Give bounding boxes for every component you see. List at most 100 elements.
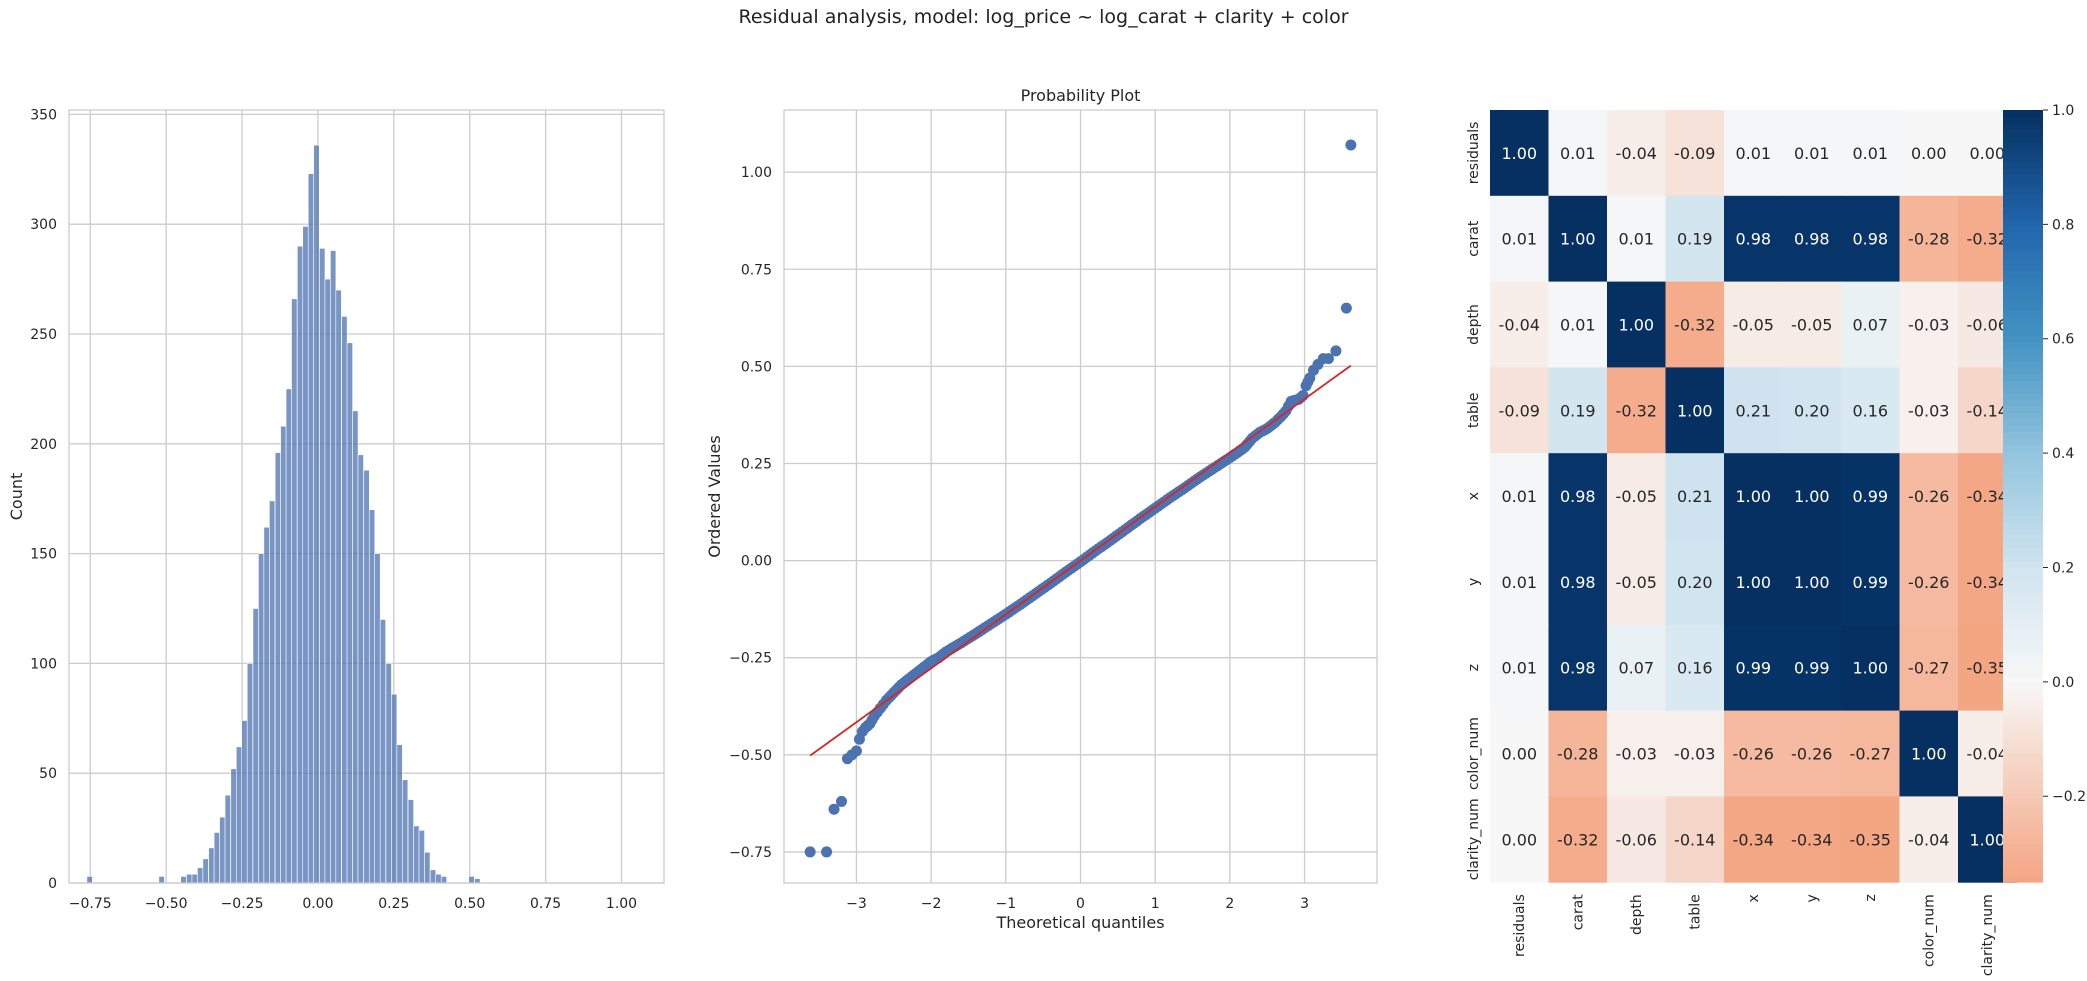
colorbar-segment (2003, 283, 2043, 291)
colorbar-segment (2003, 148, 2043, 156)
colorbar-segment (2003, 142, 2043, 150)
x-tick-label: carat (1571, 894, 1587, 931)
cell-value-label: 0.01 (1560, 144, 1596, 163)
heatmap-cell (1490, 796, 1549, 883)
cell-value-label: 1.00 (1794, 487, 1830, 506)
histogram-bar (413, 825, 420, 884)
cell-value-label: -0.03 (1908, 316, 1949, 335)
colorbar-segment (2003, 212, 2043, 220)
data-point (1322, 353, 1334, 365)
histogram-bar (285, 388, 292, 884)
y-tick-label: 350 (30, 107, 57, 123)
heatmap-cell (1490, 539, 1549, 626)
heatmap-cell (1665, 110, 1725, 197)
cell-value-label: 1.00 (1735, 487, 1771, 506)
y-tick-label: z (1466, 664, 1482, 671)
cell-value-label: 0.00 (1501, 745, 1537, 764)
colorbar-segment (2003, 689, 2043, 697)
histogram-bar (474, 878, 481, 884)
cell-value-label: 0.98 (1794, 230, 1830, 249)
cell-value-label: -0.32 (1616, 401, 1657, 420)
colorbar-segment (2003, 508, 2043, 516)
x-tick-label: 0.25 (378, 896, 409, 912)
colorbar-segment (2003, 753, 2043, 761)
y-tick-label: x (1466, 492, 1482, 500)
data-point (821, 846, 833, 858)
colorbar-segment (2003, 270, 2043, 278)
colorbar-segment (2003, 727, 2043, 735)
histogram-bar (368, 509, 376, 884)
cell-value-label: -0.27 (1908, 659, 1949, 678)
colorbar-segment (2003, 335, 2043, 343)
x-tick-label: residuals (1512, 894, 1528, 957)
colorbar-segment (2003, 180, 2043, 188)
colorbar-segment (2003, 489, 2043, 497)
colorbar-segment (2003, 444, 2043, 452)
colorbar-segment (2003, 708, 2043, 716)
histogram-bar (197, 867, 204, 884)
histogram-bar (302, 226, 309, 884)
histogram-bar (363, 469, 370, 884)
heatmap-cell (1607, 110, 1666, 197)
cell-value-label: -0.06 (1967, 316, 2008, 335)
x-tick-label: −1 (995, 896, 1016, 912)
data-point (804, 846, 816, 858)
histogram-bar (213, 832, 220, 884)
colorbar-segment (2003, 296, 2043, 304)
x-tick-label: −2 (921, 896, 942, 912)
heatmap-cell (1724, 624, 1783, 712)
histogram-bar (407, 799, 414, 884)
heatmap-cell (1607, 796, 1666, 883)
heatmap-cell (1841, 110, 1900, 197)
cell-value-label: 0.01 (1560, 316, 1596, 335)
heatmap-cell (1782, 796, 1842, 883)
colorbar-segment (2003, 354, 2043, 362)
cell-value-label: -0.09 (1674, 144, 1715, 163)
heatmap-cell (1899, 539, 1959, 626)
histogram-bar (468, 876, 475, 884)
y-tick-label: 0.75 (741, 262, 772, 278)
histogram-bar (324, 278, 331, 884)
heatmap-cell (1724, 195, 1783, 283)
colorbar-segment (2003, 836, 2043, 844)
colorbar-tick-label: 0.6 (2052, 332, 2074, 348)
cell-value-label: -0.03 (1908, 401, 1949, 420)
colorbar-segment (2003, 380, 2043, 388)
histogram-bar (219, 816, 226, 884)
heatmap-cell (1548, 453, 1608, 540)
colorbar-tick-label: 1.0 (2052, 103, 2074, 119)
heatmap-cell (1665, 195, 1725, 283)
x-tick-label: −0.50 (145, 896, 188, 912)
colorbar-segment (2003, 560, 2043, 568)
y-tick-label: −0.75 (729, 845, 772, 861)
colorbar-segment (2003, 219, 2043, 227)
colorbar-segment (2003, 631, 2043, 639)
cell-value-label: -0.26 (1733, 745, 1774, 764)
data-point (1330, 345, 1342, 357)
histogram-bar (429, 869, 437, 884)
colorbar-segment (2003, 129, 2043, 137)
y-tick-label: color_num (1466, 717, 1482, 790)
histogram-bar (319, 248, 326, 884)
colorbar-segment (2003, 766, 2043, 774)
cell-value-label: 1.00 (1677, 401, 1713, 420)
heatmap-cell (1899, 624, 1959, 712)
colorbar-segment (2003, 811, 2043, 819)
heatmap-cell (1607, 195, 1666, 283)
colorbar-segment (2003, 393, 2043, 401)
histogram-bar (230, 768, 237, 884)
y-tick-label: −0.25 (729, 651, 772, 667)
cell-value-label: 0.98 (1735, 230, 1771, 249)
x-tick-label: −0.75 (69, 896, 112, 912)
heatmap-cell (1490, 195, 1549, 283)
heatmap-cell (1782, 539, 1842, 626)
histogram-bar (335, 289, 342, 884)
histogram-bar (191, 873, 198, 884)
colorbar-segment (2003, 740, 2043, 748)
cell-value-label: -0.05 (1616, 487, 1657, 506)
heatmap-cell (1899, 281, 1959, 368)
cell-value-label: 0.99 (1794, 659, 1830, 678)
colorbar-segment (2003, 399, 2043, 407)
cell-value-label: -0.34 (1967, 487, 2008, 506)
colorbar-segment (2003, 412, 2043, 420)
